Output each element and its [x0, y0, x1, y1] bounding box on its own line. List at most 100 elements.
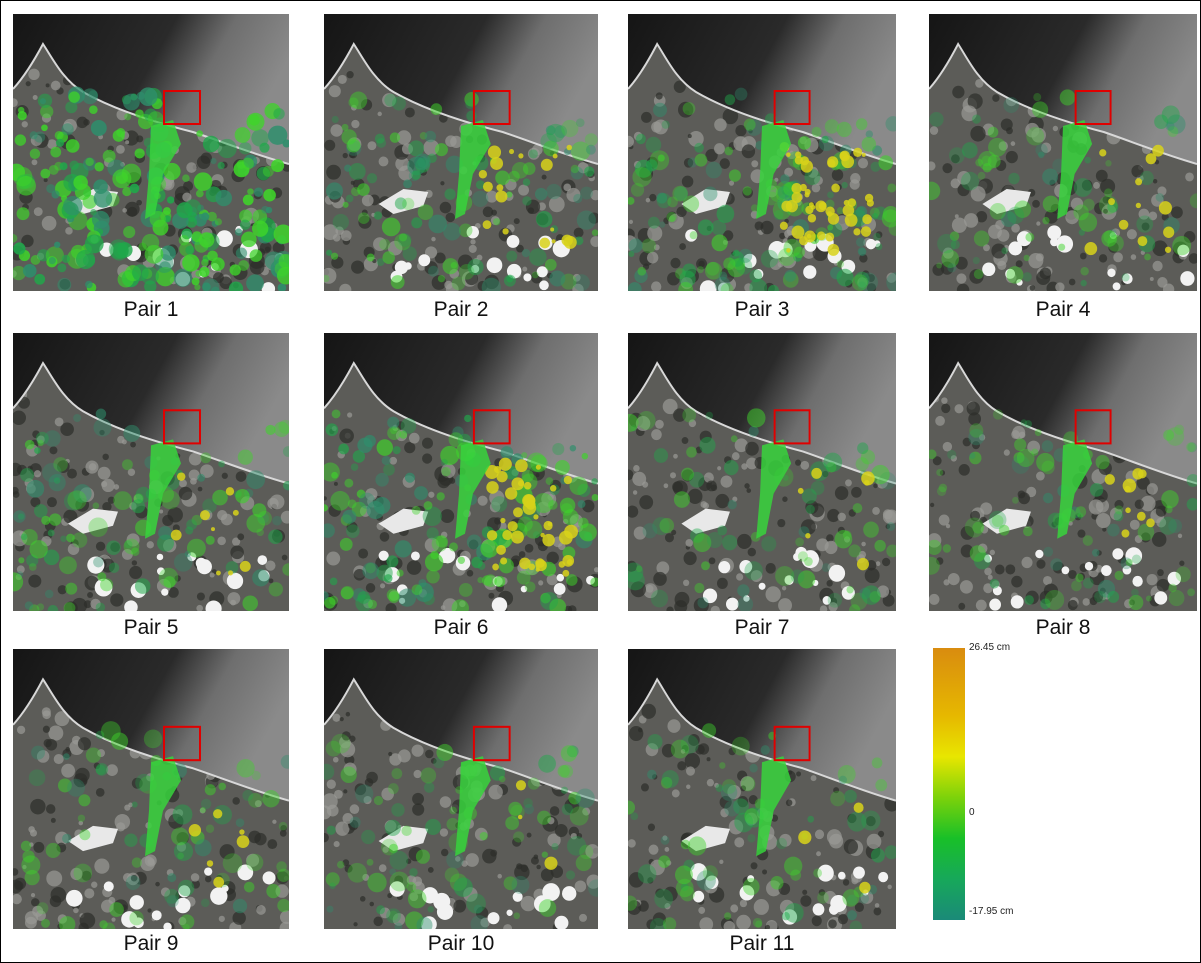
land-texture	[514, 218, 520, 224]
land-texture	[762, 869, 767, 874]
uplift-patch	[550, 227, 554, 231]
deformation-patch	[207, 251, 218, 262]
land-texture	[179, 487, 193, 501]
uplift-patch	[237, 835, 250, 848]
deformation-patch	[1042, 217, 1049, 224]
uplift-patch	[509, 149, 514, 154]
deformation-patch	[447, 818, 459, 831]
cloud-patch	[263, 871, 276, 884]
land-texture	[843, 879, 849, 886]
deformation-patch	[529, 149, 538, 158]
land-texture	[941, 397, 947, 404]
deformation-patch	[522, 249, 530, 257]
deformation-patch	[974, 269, 984, 279]
land-texture	[665, 847, 670, 852]
uplift-patch	[511, 531, 524, 544]
land-texture	[440, 509, 454, 523]
deformation-patch	[936, 262, 942, 268]
land-texture	[31, 893, 35, 897]
land-texture	[995, 565, 1005, 575]
deformation-patch	[637, 411, 655, 430]
deformation-patch	[518, 517, 533, 532]
uplift-patch	[483, 220, 492, 229]
land-texture	[550, 806, 559, 816]
land-texture	[333, 757, 339, 763]
deformation-patch	[425, 131, 436, 143]
deformation-patch	[537, 811, 551, 825]
deformation-patch	[523, 178, 530, 186]
deformation-patch	[662, 770, 679, 788]
deformation-patch	[216, 190, 232, 206]
land-texture	[954, 404, 963, 413]
land-texture	[1011, 576, 1022, 588]
map-image	[324, 14, 598, 291]
deformation-patch	[1146, 595, 1152, 601]
deformation-patch	[702, 723, 716, 738]
land-texture	[334, 482, 338, 486]
deformation-patch	[1186, 442, 1195, 452]
land-texture	[670, 472, 676, 478]
land-texture	[521, 864, 528, 872]
cloud-patch	[1056, 235, 1073, 252]
uplift-patch	[536, 465, 541, 470]
deformation-patch	[1079, 213, 1098, 232]
deformation-patch	[1103, 230, 1116, 243]
uplift-patch	[867, 199, 874, 206]
land-texture	[78, 737, 91, 750]
deformation-patch	[49, 513, 61, 525]
land-texture	[882, 558, 890, 567]
land-texture	[469, 245, 477, 253]
land-texture	[1131, 254, 1136, 260]
deformation-patch	[341, 129, 356, 144]
uplift-patch	[213, 809, 222, 818]
deformation-patch	[525, 581, 536, 592]
land-texture	[574, 228, 584, 238]
land-texture	[688, 134, 692, 138]
land-texture	[425, 750, 433, 759]
land-texture	[715, 494, 729, 508]
deformation-patch	[523, 798, 533, 808]
land-texture	[997, 261, 1006, 270]
uplift-patch	[1124, 486, 1131, 493]
deformation-patch	[37, 603, 44, 610]
land-texture	[140, 856, 155, 871]
land-texture	[30, 799, 45, 815]
cloud-patch	[1062, 566, 1070, 574]
deformation-patch	[153, 220, 169, 236]
deformation-patch	[367, 254, 375, 262]
deformation-patch	[438, 275, 445, 282]
land-texture	[1011, 141, 1016, 146]
land-texture	[444, 281, 452, 289]
deformation-patch	[201, 213, 209, 221]
deformation-patch	[1008, 173, 1019, 185]
land-texture	[111, 918, 115, 922]
uplift-patch	[811, 468, 822, 479]
land-texture	[667, 719, 680, 733]
deformation-patch	[390, 132, 400, 143]
deformation-patch	[420, 767, 436, 783]
deformation-patch	[743, 186, 752, 195]
land-texture	[648, 824, 655, 831]
land-texture	[488, 785, 502, 800]
land-texture	[96, 788, 105, 797]
land-texture	[777, 519, 785, 527]
deformation-patch	[91, 120, 107, 136]
deformation-patch	[1104, 188, 1112, 197]
land-texture	[55, 417, 64, 426]
uplift-patch	[1159, 201, 1172, 215]
land-texture	[656, 92, 663, 99]
deformation-patch	[571, 165, 579, 174]
deformation-patch	[179, 235, 190, 246]
land-texture	[673, 454, 678, 459]
land-texture	[686, 784, 690, 789]
uplift-patch	[518, 153, 523, 158]
deformation-patch	[862, 585, 881, 604]
deformation-patch	[749, 764, 757, 773]
deformation-patch	[100, 578, 113, 591]
uplift-patch	[805, 533, 810, 539]
land-texture	[651, 429, 662, 440]
deformation-patch	[346, 524, 359, 538]
land-texture	[330, 124, 342, 136]
land-texture	[136, 135, 143, 142]
land-texture	[237, 533, 244, 540]
